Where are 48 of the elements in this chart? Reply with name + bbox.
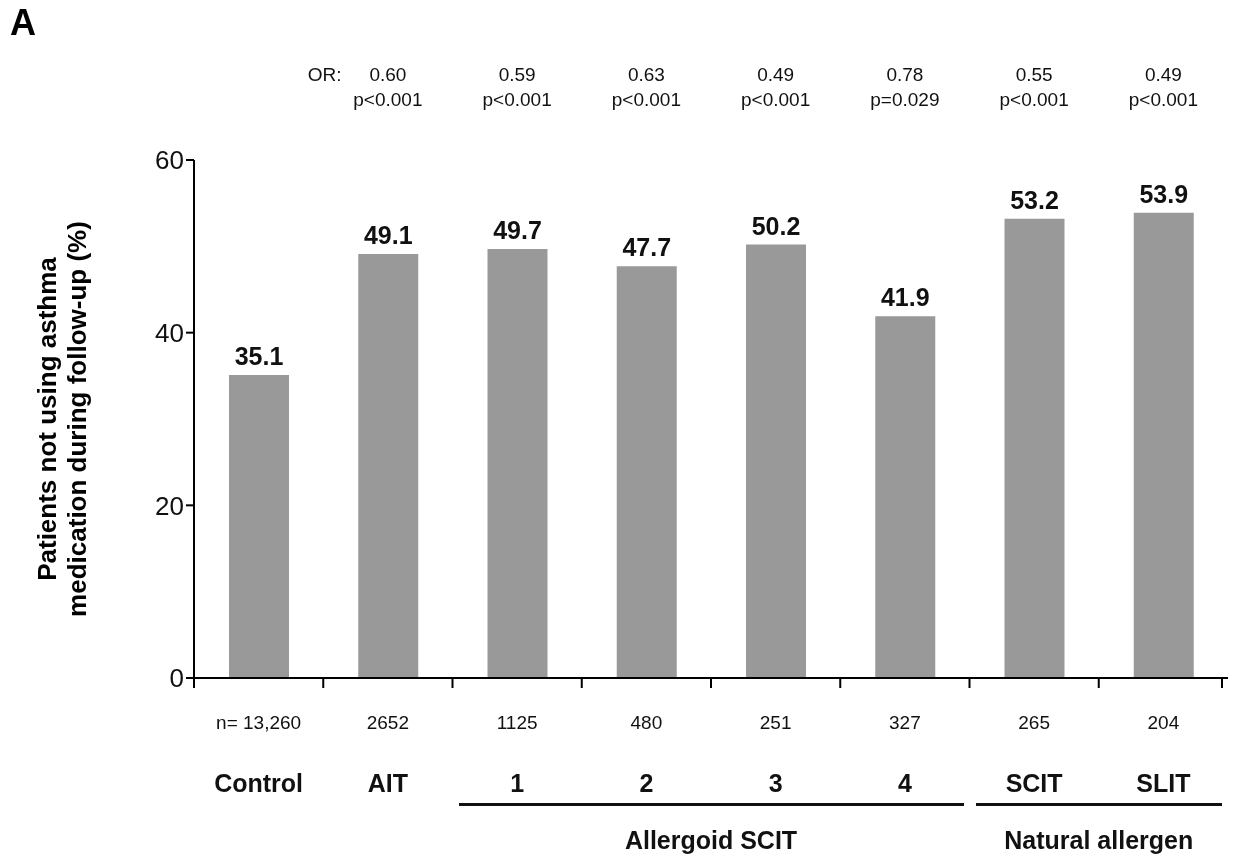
text: 265 (1018, 712, 1050, 734)
text: 1125 (496, 712, 538, 734)
y-tick-label: 20 (155, 490, 184, 521)
data-label: 35.1 (234, 341, 284, 370)
data-label: 47.7 (622, 233, 672, 262)
text: 0.49 p<0.001 (741, 63, 811, 112)
x-tick-label: 1 (510, 769, 525, 797)
text: 0.49 p<0.001 (1128, 63, 1198, 112)
bar (358, 254, 419, 678)
data-label: 49.7 (493, 215, 542, 244)
data-label: 50.2 (751, 211, 801, 240)
y-axis-title: Patients not using asthma medication during follow-up (%) (32, 221, 92, 617)
text: 204 (1147, 712, 1180, 734)
data-label: 53.2 (1010, 185, 1059, 214)
x-tick-label: SCIT (1005, 769, 1063, 797)
x-tick-label: AIT (367, 769, 409, 797)
bar (746, 244, 806, 678)
text: 251 (759, 712, 792, 734)
x-tick-label: 4 (897, 769, 912, 797)
text: 0.59 p<0.001 (482, 63, 552, 112)
x-tick-label: Control (214, 769, 304, 797)
chart-title: A (10, 2, 36, 44)
text: Allergoid SCIT (624, 826, 798, 855)
data-label: 53.9 (1139, 179, 1189, 208)
text: 0.55 p<0.001 (999, 63, 1069, 112)
bar (229, 374, 289, 678)
text: 0.78 p=0.029 (870, 63, 940, 112)
text: OR: (307, 63, 342, 87)
bar (1004, 218, 1065, 678)
text: 327 (889, 712, 921, 734)
bar (1133, 212, 1194, 678)
text: Natural allergen (1004, 826, 1194, 855)
y-tick-label: 40 (155, 317, 184, 348)
y-tick-label: 0 (169, 663, 184, 694)
x-tick-label: 2 (639, 769, 654, 797)
text: 480 (630, 712, 663, 734)
data-label: 49.1 (363, 221, 413, 250)
y-tick-label: 60 (155, 145, 184, 176)
text: 0.60 p<0.001 (353, 63, 423, 112)
bar (875, 316, 936, 678)
text: 0.63 p<0.001 (611, 63, 681, 112)
x-tick-label: 3 (768, 769, 783, 797)
text: n= 13,260 (216, 712, 302, 734)
data-label: 41.9 (880, 283, 930, 312)
bar (616, 266, 677, 678)
x-tick-label: SLIT (1136, 769, 1191, 797)
text: 2652 (366, 712, 410, 734)
bar (487, 248, 548, 678)
